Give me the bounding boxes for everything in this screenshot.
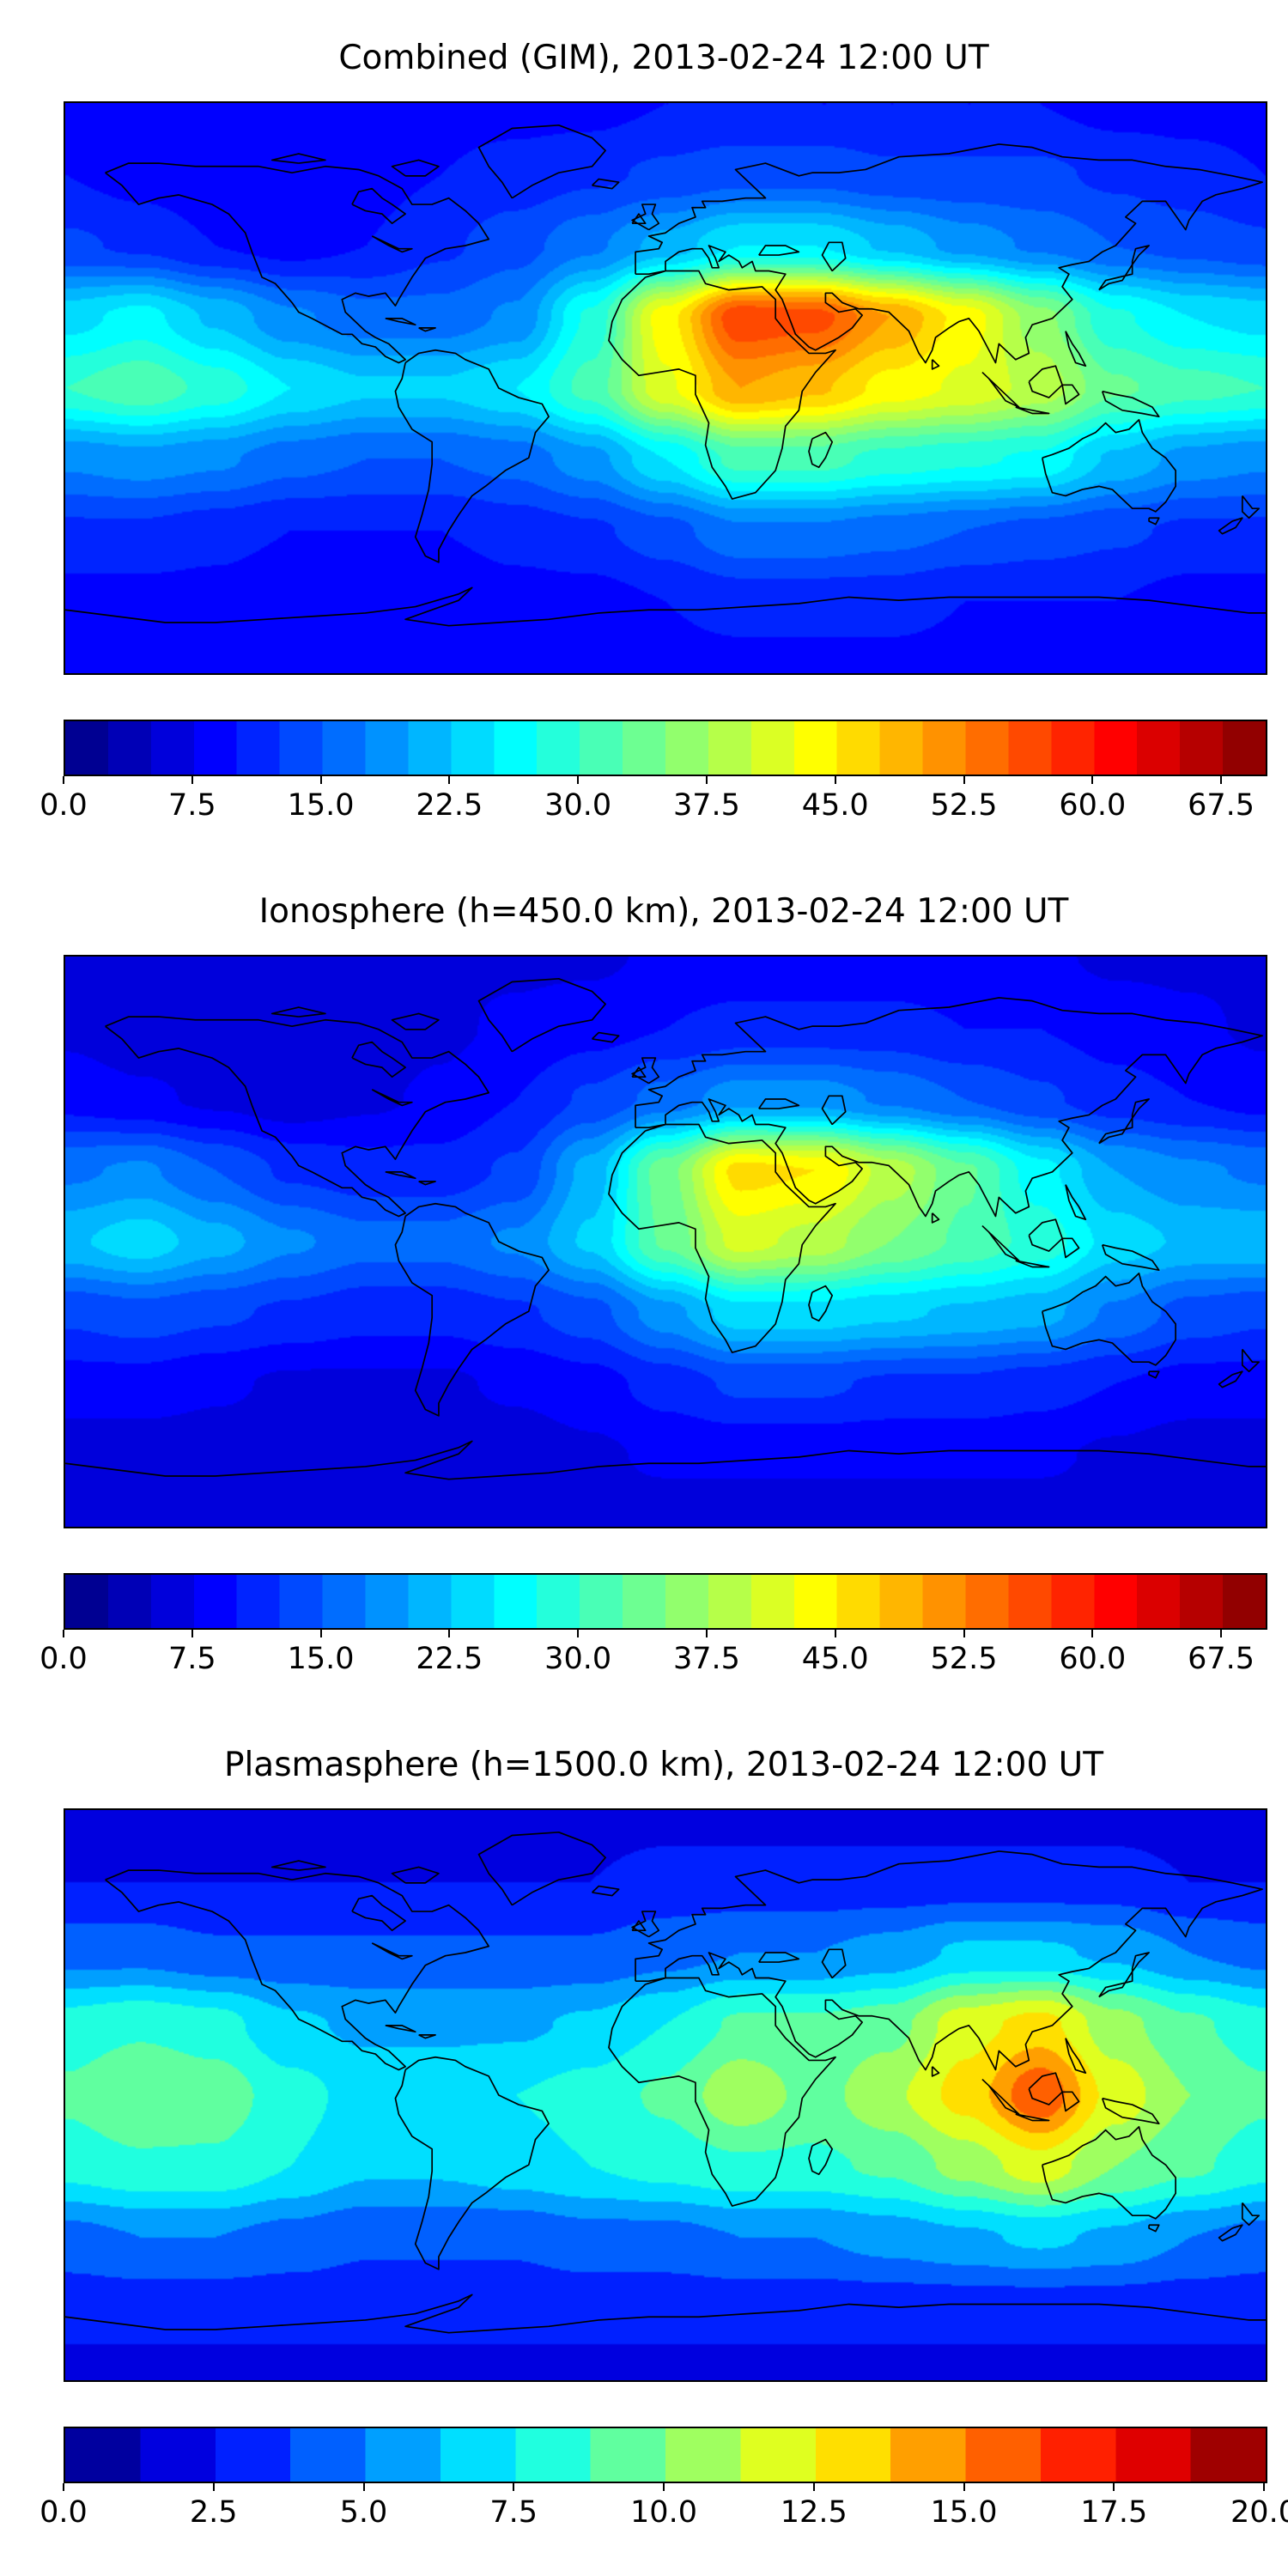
colorbar-tickmark xyxy=(448,776,451,784)
colorbar-tickmark xyxy=(63,2483,64,2491)
tec-field-canvas-combined xyxy=(65,103,1266,673)
colorbar-tick-label: 67.5 xyxy=(1188,1642,1255,1676)
colorbar-tick-label: 22.5 xyxy=(416,788,483,823)
coastline-path xyxy=(65,979,1266,1479)
colorbar-plasmasphere xyxy=(63,2427,1267,2491)
colorbar-tickmark xyxy=(963,776,965,784)
map-plasmasphere xyxy=(64,1808,1267,2382)
colorbar-tickmark xyxy=(1263,2483,1265,2491)
colorbar-tickmark xyxy=(212,2483,215,2491)
colorbar-tick-label: 5.0 xyxy=(339,2495,388,2530)
colorbar-tickmark xyxy=(834,1630,836,1637)
colorbar-tickmark xyxy=(1220,1630,1223,1637)
colorbar-tick-label: 17.5 xyxy=(1080,2495,1148,2530)
colorbar-tickmark xyxy=(448,1630,451,1637)
colorbar-tickmark xyxy=(362,2483,365,2491)
colorbar-tick-label: 7.5 xyxy=(167,788,216,823)
colorbar-gradient xyxy=(64,2427,1267,2483)
colorbar-tick-label: 22.5 xyxy=(416,1642,483,1676)
colorbar-tickmark xyxy=(963,2483,965,2491)
colorbar-tickmark xyxy=(1113,2483,1115,2491)
colorbar-tickmark xyxy=(1091,776,1094,784)
colorbar-tickmark xyxy=(63,1630,64,1637)
colorbar-tickmark xyxy=(834,776,836,784)
colorbar-combined xyxy=(63,720,1267,784)
colorbar-tick-label: 20.0 xyxy=(1230,2495,1288,2530)
colorbar-tickmark xyxy=(319,1630,322,1637)
tec-field-canvas-plasmasphere xyxy=(65,1810,1266,2380)
colorbar-tick-label: 60.0 xyxy=(1059,1642,1127,1676)
coastline-path xyxy=(65,125,1266,626)
coastline-path xyxy=(65,1832,1266,2333)
colorbar-gradient xyxy=(64,720,1267,776)
map-ionosphere xyxy=(64,955,1267,1528)
colorbar-tickmark xyxy=(63,776,64,784)
colorbar-tick-label: 52.5 xyxy=(930,788,998,823)
colorbar-tickmark xyxy=(1091,1630,1094,1637)
colorbar-tick-label: 2.5 xyxy=(189,2495,238,2530)
colorbar-tick-labels: 0.0 7.5 15.0 22.5 30.0 37.5 45.0 52.5 60.0 67.5 xyxy=(39,1640,1264,1678)
colorbar-tick-label: 30.0 xyxy=(544,788,612,823)
colorbar-tick-label: 7.5 xyxy=(167,1642,216,1676)
colorbar-tickmark xyxy=(705,1630,708,1637)
colorbar-tick-label: 15.0 xyxy=(287,788,355,823)
colorbar-tick-labels: 0.0 2.5 5.0 7.5 10.0 12.5 15.0 17.5 20.0 xyxy=(39,2494,1288,2531)
tec-field-canvas-ionosphere xyxy=(65,957,1266,1527)
colorbar-tick-label: 37.5 xyxy=(672,788,740,823)
colorbar-tick-label: 0.0 xyxy=(39,788,88,823)
colorbar-tick-label: 7.5 xyxy=(489,2495,538,2530)
coastline-overlay xyxy=(65,957,1266,1527)
colorbar-tickmark xyxy=(191,1630,193,1637)
colorbar-tickmark xyxy=(1220,776,1223,784)
map-combined-gim xyxy=(64,101,1267,675)
colorbar-tick-label: 10.0 xyxy=(630,2495,697,2530)
colorbar-tickmark xyxy=(513,2483,515,2491)
colorbar-gradient xyxy=(64,1573,1267,1630)
colorbar-tick-label: 0.0 xyxy=(39,2495,88,2530)
colorbar-tickmark xyxy=(319,776,322,784)
colorbar-tick-labels: 0.0 7.5 15.0 22.5 30.0 37.5 45.0 52.5 60.0 67.5 xyxy=(39,787,1264,824)
panel-ionosphere: Ionosphere (h=450.0 km), 2013-02-24 12:0… xyxy=(39,891,1267,1678)
panel-plasmasphere: Plasmasphere (h=1500.0 km), 2013-02-24 1… xyxy=(39,1745,1288,2531)
colorbar-ionosphere xyxy=(63,1573,1267,1637)
colorbar-tick-label: 30.0 xyxy=(544,1642,612,1676)
colorbar-tick-label: 45.0 xyxy=(801,1642,869,1676)
colorbar-tickmark xyxy=(705,776,708,784)
panel-title-plasmasphere: Plasmasphere (h=1500.0 km), 2013-02-24 1… xyxy=(223,1746,1104,1784)
colorbar-tickmark xyxy=(812,2483,815,2491)
colorbar-tickmark xyxy=(191,776,193,784)
colorbar-tickmark xyxy=(663,2483,665,2491)
colorbar-tick-label: 67.5 xyxy=(1188,788,1255,823)
coastline-overlay xyxy=(65,1810,1266,2380)
colorbar-tick-label: 12.5 xyxy=(780,2495,848,2530)
colorbar-tick-label: 60.0 xyxy=(1059,788,1127,823)
colorbar-tick-label: 37.5 xyxy=(672,1642,740,1676)
colorbar-tick-label: 52.5 xyxy=(930,1642,998,1676)
colorbar-tickmark xyxy=(577,1630,580,1637)
panel-title-ionosphere: Ionosphere (h=450.0 km), 2013-02-24 12:0… xyxy=(258,892,1069,931)
colorbar-tickmark xyxy=(577,776,580,784)
colorbar-tickmark xyxy=(963,1630,965,1637)
panel-combined-gim: Combined (GIM), 2013-02-24 12:00 UT 0.0 7… xyxy=(39,38,1267,824)
colorbar-tick-label: 0.0 xyxy=(39,1642,88,1676)
colorbar-tick-label: 15.0 xyxy=(287,1642,355,1676)
colorbar-tick-label: 45.0 xyxy=(801,788,869,823)
colorbar-tick-label: 15.0 xyxy=(930,2495,998,2530)
panel-title-combined: Combined (GIM), 2013-02-24 12:00 UT xyxy=(338,39,989,77)
coastline-overlay xyxy=(65,103,1266,673)
